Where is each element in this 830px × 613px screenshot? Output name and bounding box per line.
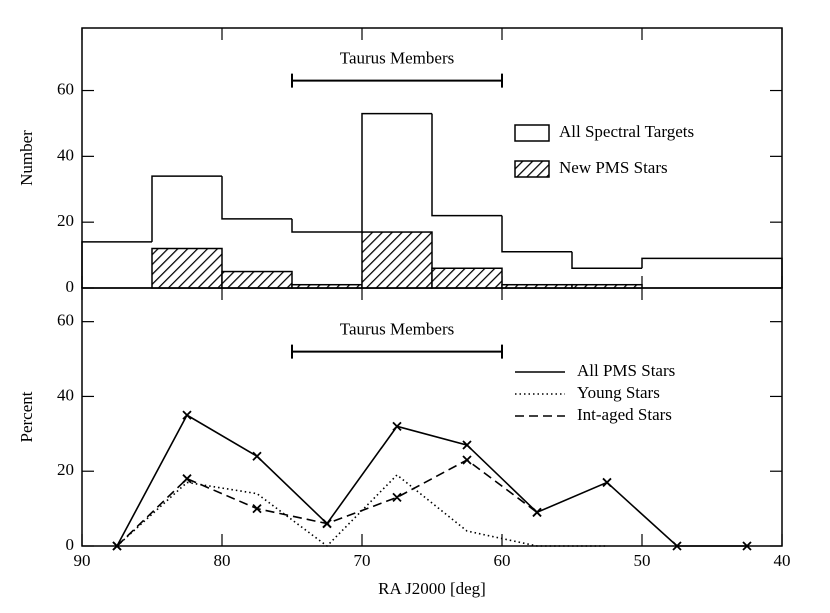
x-tick-label: 70 [354, 551, 371, 570]
bar [291, 218, 362, 233]
legend-label: Int-aged Stars [577, 405, 672, 424]
point-marker [392, 421, 402, 431]
point-marker [462, 440, 472, 450]
point-marker [672, 541, 682, 551]
point-marker [392, 492, 402, 503]
bar [361, 231, 433, 289]
bar [501, 215, 572, 253]
point-marker [252, 451, 262, 461]
point-marker [602, 477, 612, 488]
series-line [116, 459, 538, 547]
bar [221, 176, 292, 220]
bar [712, 257, 783, 288]
series-line [116, 414, 747, 547]
y-tick-label: 0 [66, 535, 75, 554]
legend-label: Young Stars [577, 383, 660, 402]
legend-label: All PMS Stars [577, 361, 675, 380]
y-tick-label: 40 [57, 385, 74, 404]
bar [81, 241, 152, 288]
x-axis-label: RA J2000 [deg] [378, 579, 486, 598]
point-marker [532, 507, 542, 517]
legend-label: New PMS Stars [559, 158, 668, 177]
y-tick-label: 20 [57, 460, 74, 479]
y-tick-label: 40 [57, 145, 74, 164]
bar [431, 267, 503, 289]
point-marker [322, 518, 332, 529]
annotation: Taurus Members [340, 49, 454, 68]
legend-swatch [514, 160, 550, 178]
y-axis-label: Percent [17, 391, 36, 442]
annotation: Taurus Members [340, 319, 454, 338]
x-tick-label: 40 [774, 551, 791, 570]
point-marker [182, 410, 192, 420]
bar [361, 112, 432, 233]
legend-label: All Spectral Targets [559, 122, 694, 141]
x-tick-label: 80 [214, 551, 231, 570]
bar [151, 175, 222, 242]
bar [151, 247, 223, 289]
point-marker [112, 541, 122, 551]
legend-swatch [514, 124, 550, 142]
bar [431, 113, 502, 217]
annotation-bar [291, 344, 503, 359]
annotation-bar [291, 73, 503, 88]
plot-frame [81, 287, 783, 547]
bar [221, 270, 293, 289]
point-marker [462, 455, 472, 465]
point-marker [182, 474, 192, 484]
point-marker [252, 503, 262, 514]
y-tick-label: 0 [66, 277, 75, 296]
point-marker [742, 541, 752, 551]
x-tick-label: 90 [74, 551, 91, 570]
x-tick-label: 60 [494, 551, 511, 570]
bar [571, 251, 642, 270]
y-tick-label: 20 [57, 211, 74, 230]
bar [641, 257, 712, 269]
y-tick-label: 60 [57, 311, 74, 330]
y-tick-label: 60 [57, 79, 74, 98]
y-axis-label: Number [17, 130, 36, 186]
x-tick-label: 50 [634, 551, 651, 570]
